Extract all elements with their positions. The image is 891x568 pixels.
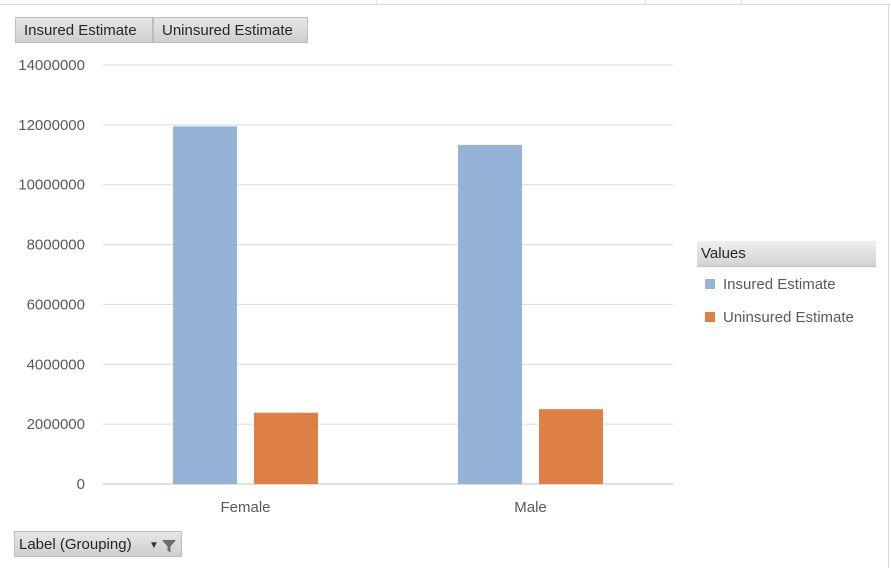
y-tick-label: 12000000	[18, 117, 85, 134]
legend-title[interactable]: Values	[697, 241, 876, 267]
filter-icon	[162, 540, 176, 553]
bar-uninsured-estimate[interactable]	[254, 412, 318, 484]
column-divider	[645, 0, 646, 4]
sheet-top-border	[0, 0, 891, 5]
legend-swatch	[705, 279, 715, 289]
dropdown-arrow-icon: ▼	[149, 540, 159, 551]
legend-label: Uninsured Estimate	[723, 309, 854, 326]
y-tick-label: 14000000	[18, 57, 85, 74]
x-category-label: Female	[220, 499, 270, 516]
bars	[173, 126, 603, 484]
bar-insured-estimate[interactable]	[458, 144, 522, 484]
x-axis: Female Male	[220, 499, 546, 516]
legend-item-uninsured[interactable]: Uninsured Estimate	[705, 309, 854, 327]
column-divider	[741, 0, 742, 4]
legend-item-insured[interactable]: Insured Estimate	[705, 276, 836, 294]
column-divider	[376, 0, 377, 4]
y-tick-label: 6000000	[27, 296, 85, 313]
y-tick-label: 10000000	[18, 177, 85, 194]
value-field-button-insured[interactable]: Insured Estimate	[15, 17, 153, 43]
value-field-button-uninsured[interactable]: Uninsured Estimate	[153, 17, 308, 43]
axis-field-label: Label (Grouping)	[19, 536, 132, 553]
legend-label: Insured Estimate	[723, 276, 836, 293]
x-category-label: Male	[514, 499, 547, 516]
y-tick-label: 4000000	[27, 356, 85, 373]
axis-field-button[interactable]: Label (Grouping) ▼	[14, 531, 182, 557]
chart-frame-edge	[888, 4, 889, 568]
legend-swatch	[705, 312, 715, 322]
y-tick-label: 8000000	[27, 237, 85, 254]
bar-insured-estimate[interactable]	[173, 126, 237, 484]
y-tick-label: 0	[77, 476, 85, 493]
y-tick-label: 2000000	[27, 416, 85, 433]
bar-uninsured-estimate[interactable]	[539, 409, 603, 484]
y-axis: 0 2000000 4000000 6000000 8000000 10000000 120…	[18, 57, 85, 493]
